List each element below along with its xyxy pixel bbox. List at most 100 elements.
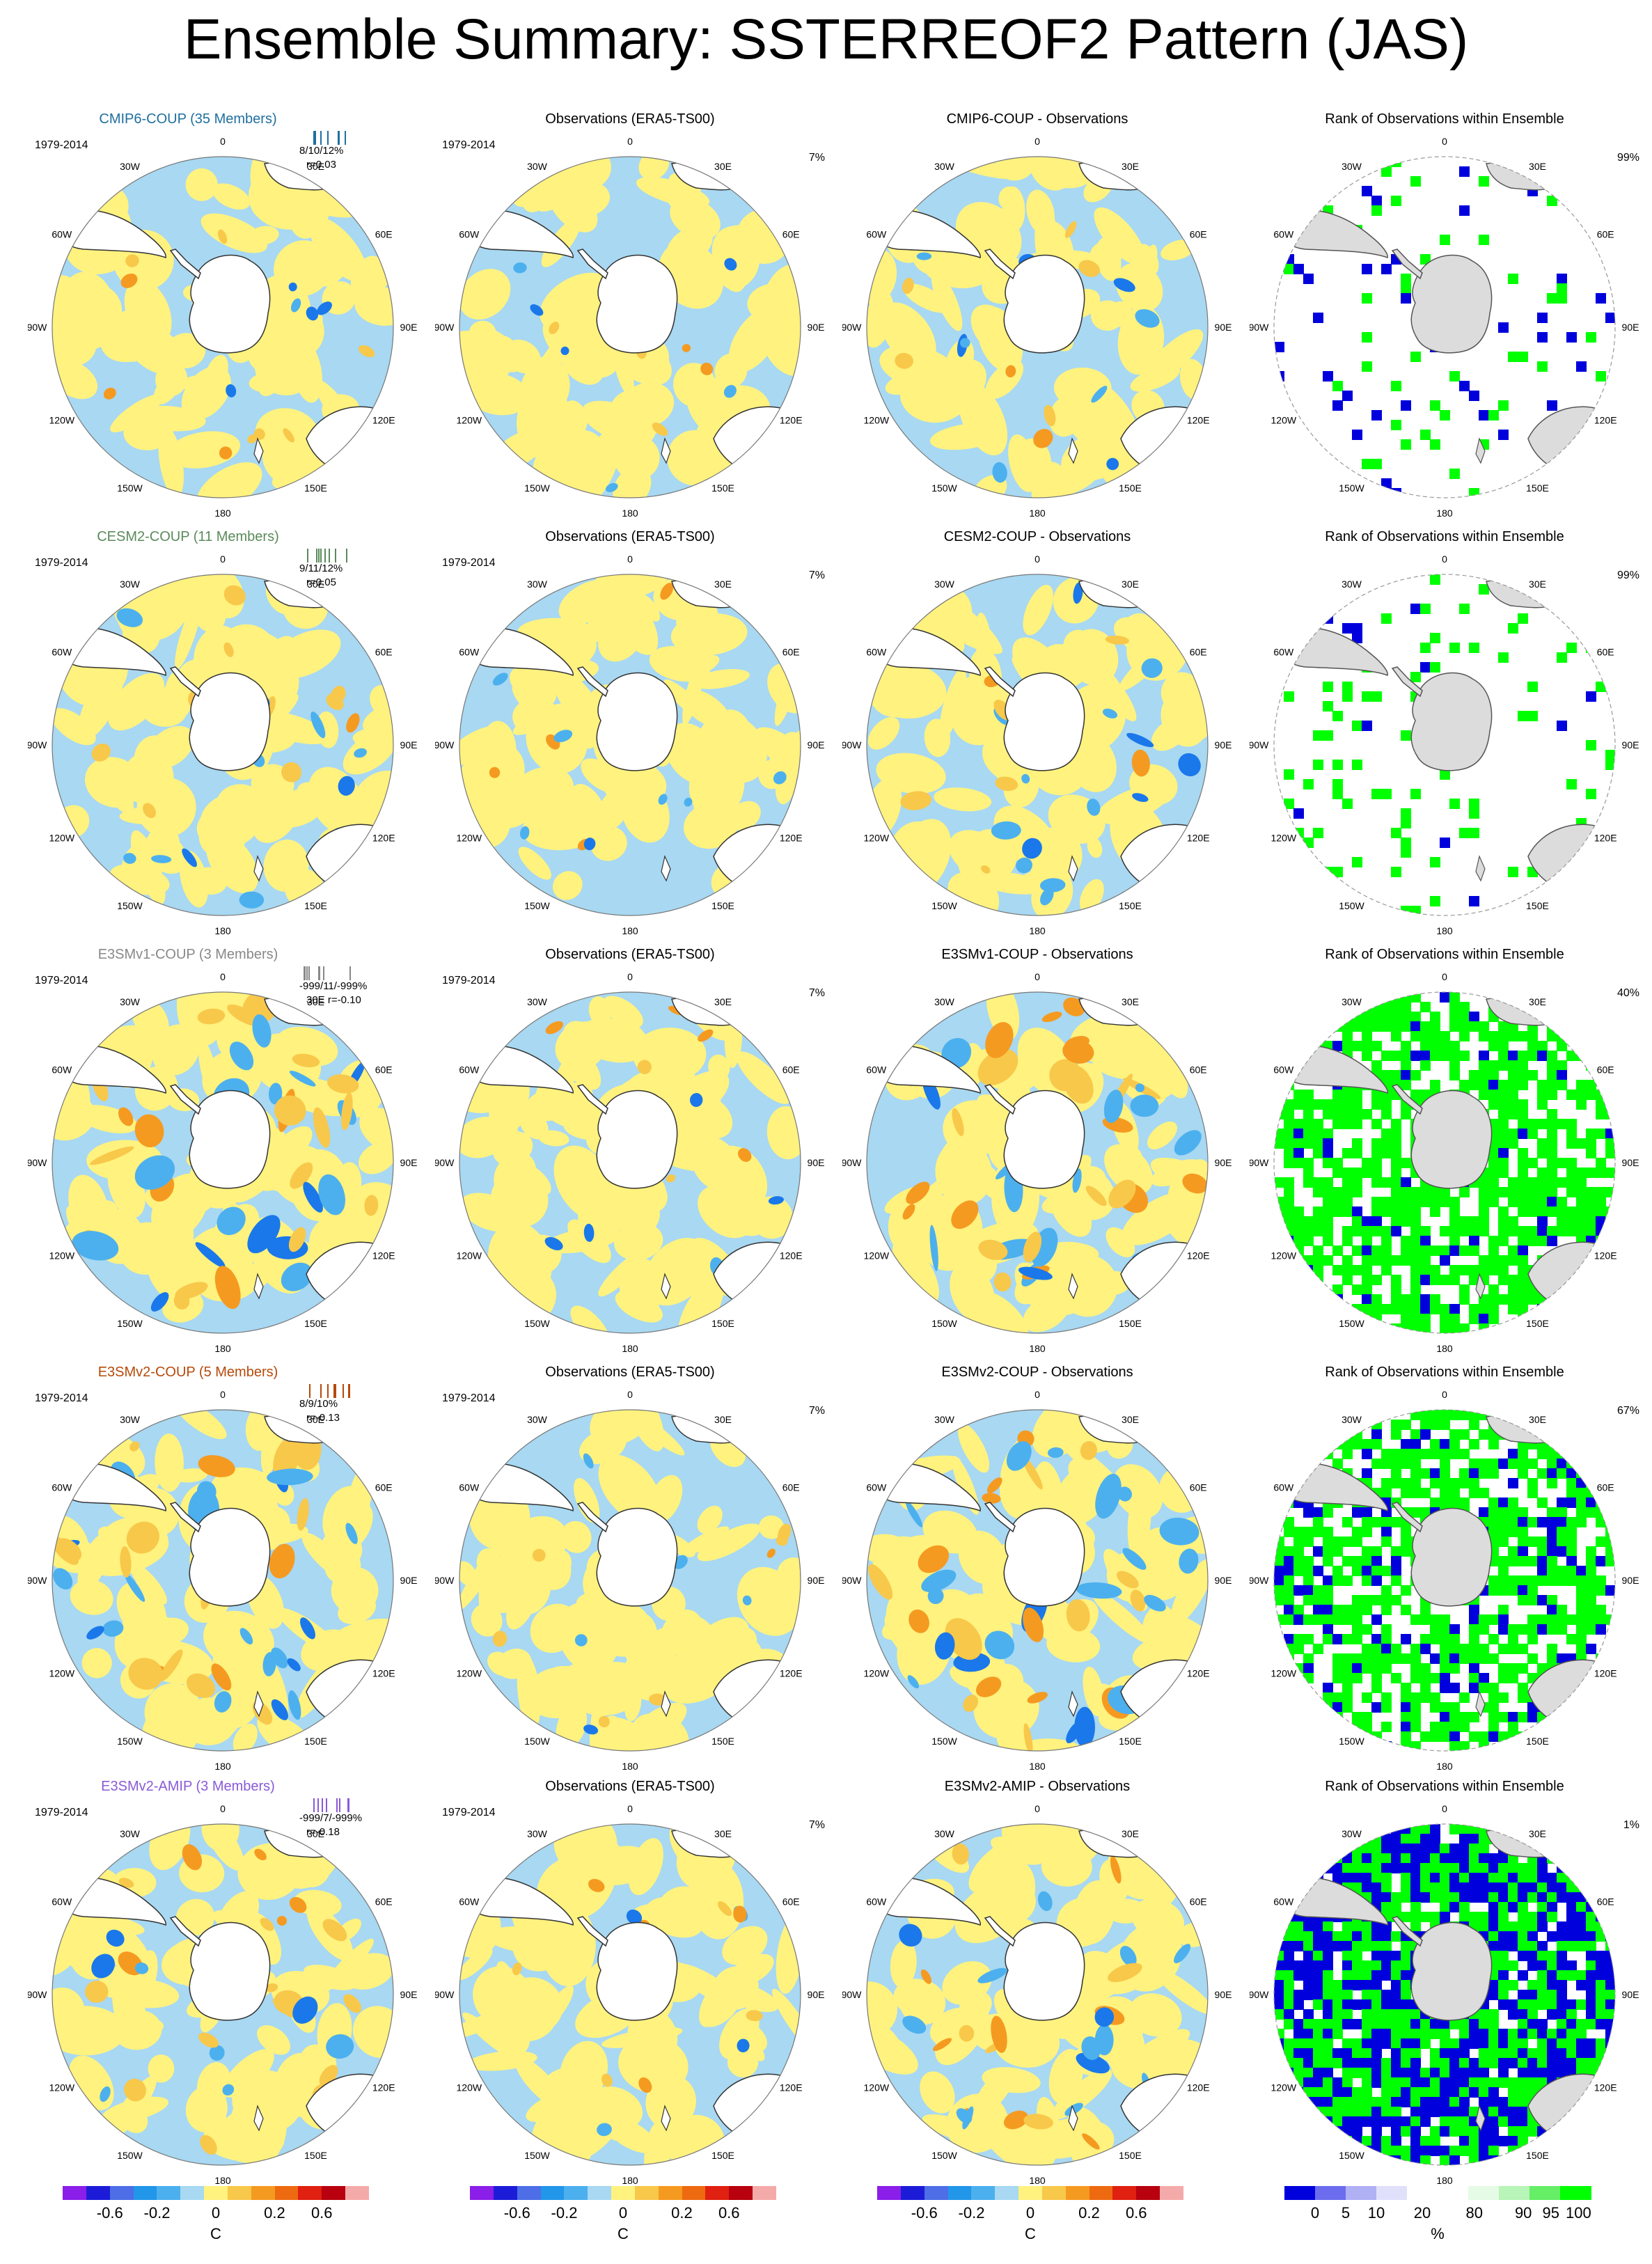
- rank-high-cell: [1303, 1741, 1314, 1751]
- rank-high-cell: [1313, 2087, 1323, 2098]
- rank-low-cell: [1547, 1824, 1557, 1834]
- rank-high-cell: [1498, 1275, 1509, 1285]
- rank-high-cell: [1440, 1245, 1450, 1256]
- rank-high-cell: [1352, 1439, 1362, 1449]
- rank-low-cell: [1557, 1863, 1567, 1873]
- rank-high-cell: [1518, 1527, 1528, 1537]
- warm-anomaly-blob: [990, 1696, 1019, 1725]
- warm-anomaly-blob: [1104, 1144, 1153, 1195]
- rank-high-cell: [1566, 1226, 1577, 1236]
- rank-low-cell: [1342, 2019, 1353, 2029]
- rank-high-cell: [1362, 1265, 1372, 1275]
- warm-anomaly-blob: [459, 269, 511, 320]
- rank-high-cell: [1479, 1070, 1489, 1080]
- rank-high-cell: [1401, 1683, 1411, 1693]
- rank-low-cell: [1420, 2107, 1431, 2117]
- rank-high-cell: [1488, 1585, 1499, 1596]
- warm-anomaly-blob: [459, 1561, 477, 1587]
- rank-low-cell: [1566, 1731, 1577, 1742]
- rank-high-cell: [1332, 1663, 1343, 1674]
- rank-high-cell: [1537, 2048, 1548, 2059]
- warm-anomaly-blob: [1000, 2118, 1059, 2165]
- rank-high-cell: [1518, 1624, 1528, 1635]
- rank-high-cell: [1420, 254, 1431, 265]
- rank-high-cell: [1498, 1644, 1509, 1654]
- rank-high-cell: [1498, 1536, 1509, 1547]
- rank-low-cell: [1323, 1410, 1333, 1420]
- rank-high-cell: [1410, 1702, 1421, 1713]
- rank-low-cell: [1332, 2077, 1343, 2088]
- rank-high-cell: [1508, 1031, 1518, 1041]
- rank-high-cell: [1557, 1970, 1567, 1981]
- rank-high-cell: [1605, 1449, 1615, 1459]
- warm-anomaly-blob: [173, 1468, 208, 1483]
- rank-high-cell: [1303, 1673, 1314, 1683]
- rank-high-cell: [1313, 2038, 1323, 2049]
- rank-high-cell: [1342, 2038, 1353, 2049]
- rank-low-cell: [1274, 2107, 1284, 2117]
- longitude-label: 0: [627, 1803, 633, 1814]
- rank-high-cell: [1488, 1158, 1499, 1168]
- rank-high-cell: [1605, 1041, 1615, 1051]
- rank-high-cell: [1323, 701, 1333, 712]
- rank-low-cell: [1537, 1921, 1548, 1932]
- colorbar-segment: [274, 2186, 299, 2200]
- longitude-label: 90W: [842, 739, 862, 750]
- rank-high-cell: [1430, 1449, 1440, 1459]
- longitude-label: 90W: [435, 1157, 455, 1168]
- antarctica-land: [1410, 1507, 1493, 1607]
- rank-high-cell: [1596, 1653, 1606, 1664]
- warm-strong-blob: [601, 2073, 613, 2087]
- longitude-label: 120E: [372, 1668, 395, 1679]
- rank-high-cell: [1547, 1002, 1557, 1012]
- rank-low-cell: [1508, 1051, 1518, 1061]
- rank-low-cell: [1313, 1941, 1323, 1951]
- rank-high-cell: [1303, 2019, 1314, 2029]
- rank-high-cell: [1284, 1158, 1294, 1168]
- rank-low-cell: [1508, 1449, 1518, 1459]
- map-boundary: [459, 1823, 801, 2166]
- rank-high-cell: [1557, 1177, 1567, 1188]
- warm-anomaly-blob: [167, 1181, 196, 1202]
- rank-high-cell: [1518, 711, 1528, 721]
- rank-low-cell: [1566, 1921, 1577, 1932]
- rank-high-cell: [1430, 633, 1440, 643]
- rank-high-cell: [1391, 1653, 1401, 1664]
- rank-high-cell: [1332, 1197, 1343, 1207]
- rank-high-cell: [1332, 1999, 1343, 2010]
- rank-high-cell: [1566, 1478, 1577, 1488]
- longitude-label: 30E: [1529, 579, 1546, 590]
- rank-low-cell: [1479, 2155, 1489, 2165]
- rank-high-cell: [1323, 867, 1333, 877]
- rank-high-cell: [1362, 1863, 1372, 1873]
- rank-high-cell: [1605, 1099, 1615, 1110]
- rank-high-cell: [1410, 1323, 1421, 1333]
- rank-high-cell: [1537, 1090, 1548, 1100]
- rank-high-cell: [1401, 1488, 1411, 1498]
- period-label: 1979-2014: [35, 557, 88, 569]
- rank-low-cell: [1371, 1575, 1382, 1586]
- rank-low-cell: [1303, 1980, 1314, 1990]
- rank-high-cell: [1440, 1663, 1450, 1674]
- rank-low-cell: [1303, 2136, 1314, 2146]
- rank-high-cell: [1586, 1575, 1596, 1586]
- rank-high-cell: [1596, 1206, 1606, 1217]
- colorbar-segment: [345, 2186, 370, 2200]
- colorbar-segment: [1315, 2186, 1346, 2200]
- warm-anomaly-blob: [248, 1262, 270, 1288]
- rank-high-cell: [1352, 1304, 1362, 1314]
- rank-high-cell: [1284, 1265, 1294, 1275]
- longitude-label: 60E: [782, 1896, 800, 1908]
- cold-strong-blob: [583, 1453, 594, 1469]
- rank-low-cell: [1410, 2146, 1421, 2156]
- peninsula-land: [1391, 249, 1423, 280]
- rank-low-cell: [1576, 2038, 1587, 2049]
- rank-high-cell: [1420, 2029, 1431, 2039]
- member-tick: [327, 131, 329, 145]
- warm-anomaly-blob: [884, 1612, 935, 1669]
- cold-strong-blob: [123, 853, 136, 864]
- rank-high-cell: [1557, 1304, 1567, 1314]
- rank-high-cell: [1430, 1863, 1440, 1873]
- rank-high-cell: [1498, 1951, 1509, 1961]
- rank-low-cell: [1459, 2038, 1470, 2049]
